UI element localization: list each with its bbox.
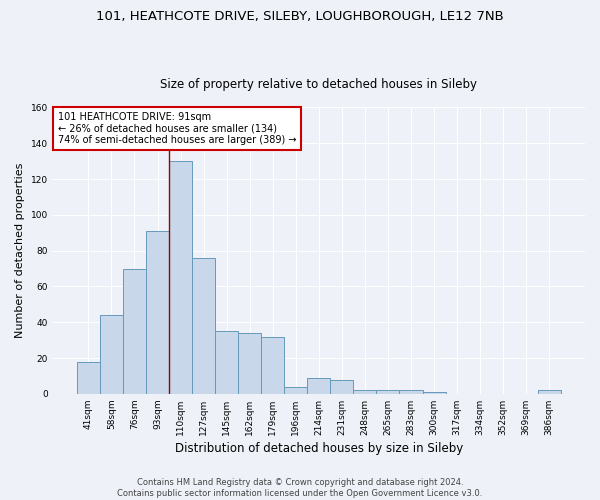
Bar: [353, 390, 376, 394]
Text: 101 HEATHCOTE DRIVE: 91sqm
← 26% of detached houses are smaller (134)
74% of sem: 101 HEATHCOTE DRIVE: 91sqm ← 26% of deta…: [58, 112, 296, 145]
Text: 101, HEATHCOTE DRIVE, SILEBY, LOUGHBOROUGH, LE12 7NB: 101, HEATHCOTE DRIVE, SILEBY, LOUGHBOROU…: [96, 10, 504, 23]
Bar: [238, 333, 261, 394]
Bar: [376, 390, 400, 394]
Bar: [538, 390, 561, 394]
Bar: [284, 386, 307, 394]
Bar: [192, 258, 215, 394]
Bar: [169, 161, 192, 394]
Bar: [307, 378, 331, 394]
Y-axis label: Number of detached properties: Number of detached properties: [15, 163, 25, 338]
Bar: [422, 392, 446, 394]
X-axis label: Distribution of detached houses by size in Sileby: Distribution of detached houses by size …: [175, 442, 463, 455]
Bar: [146, 231, 169, 394]
Bar: [123, 268, 146, 394]
Bar: [400, 390, 422, 394]
Bar: [261, 336, 284, 394]
Bar: [100, 315, 123, 394]
Bar: [77, 362, 100, 394]
Text: Contains HM Land Registry data © Crown copyright and database right 2024.
Contai: Contains HM Land Registry data © Crown c…: [118, 478, 482, 498]
Title: Size of property relative to detached houses in Sileby: Size of property relative to detached ho…: [160, 78, 478, 91]
Bar: [331, 380, 353, 394]
Bar: [215, 331, 238, 394]
